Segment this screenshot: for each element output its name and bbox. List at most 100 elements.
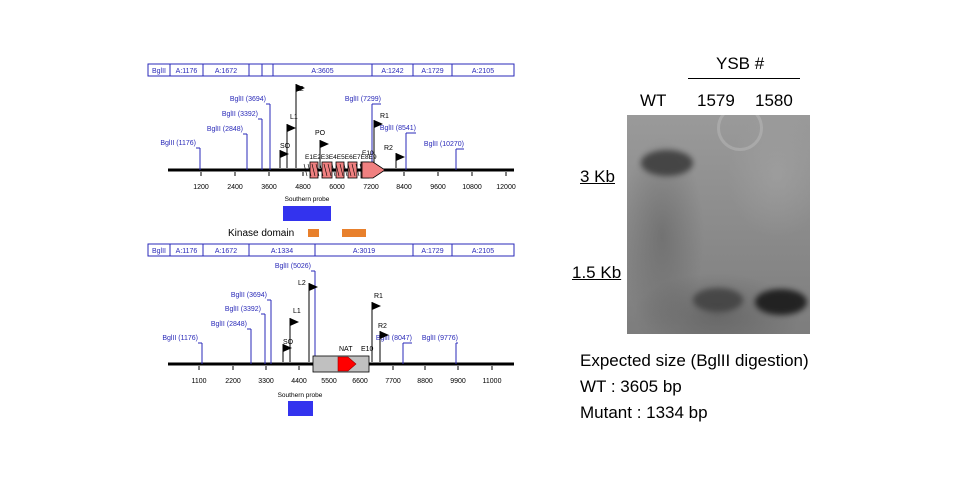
top-intron-hatch: [347, 163, 352, 177]
top-southern-probe-label: Southern probe: [285, 196, 330, 203]
kinase-domain-segment-1: [308, 229, 319, 237]
bottom-nat-arrow: [337, 356, 357, 372]
bottom-site-3392-label: BglII (3392): [225, 306, 261, 313]
bottom-tick-label: 2200: [225, 378, 241, 385]
top-exon-block: [309, 161, 319, 179]
top-exon-labels: E1E2E3E4E5E6E7E8E9: [305, 154, 377, 161]
top-intron-hatch: [327, 163, 332, 177]
top-primer-po-flag: [320, 140, 329, 148]
gel-band-wt: [641, 150, 693, 176]
bottom-site-9776-label: BglII (9776): [422, 335, 458, 342]
ysb-header-line: [688, 78, 800, 79]
bottom-tick-label: 8800: [417, 378, 433, 385]
bottom-site-8047-label: BglII (8047): [376, 335, 412, 342]
top-fragment-label: A:2105: [472, 68, 494, 75]
top-tick-label: 9600: [430, 184, 446, 191]
top-tick-label: 12000: [496, 184, 516, 191]
top-exon-block: [321, 161, 333, 179]
top-intron-hatch: [323, 163, 328, 177]
bottom-tick-label: 6600: [352, 378, 368, 385]
bottom-e10-label: E10: [361, 346, 374, 353]
bottom-southern-probe-label: Southern probe: [278, 392, 323, 399]
kinase-domain-label: Kinase domain: [228, 228, 294, 239]
top-primer-r1-label: R1: [380, 113, 389, 120]
bottom-tick-label: 7700: [385, 378, 401, 385]
top-e10-label: E10: [362, 150, 374, 157]
top-tick-label: 10800: [462, 184, 482, 191]
top-intron-hatch: [303, 163, 308, 177]
top-primer-po-label: PO: [315, 130, 326, 137]
gel-band-1580: [755, 289, 807, 315]
top-tick-label: 6000: [329, 184, 345, 191]
bottom-primer-so-flag: [283, 344, 292, 352]
bottom-site-3694-label: BglII (3694): [231, 292, 267, 299]
top-primer-l1-flag: [287, 124, 296, 132]
top-southern-probe: [283, 206, 331, 221]
bottom-site-5026-label: BglII (5026): [275, 263, 311, 270]
top-fragment-label: A:1729: [421, 68, 443, 75]
marker-1-5kb: 1.5 Kb: [572, 263, 622, 282]
top-primer-r1-flag: [374, 120, 383, 128]
expected-size-wt: WT : 3605 bp: [580, 377, 682, 396]
top-intron-hatch: [351, 163, 356, 177]
southern-blot-gel: [627, 115, 810, 334]
bottom-fragment-label: A:1176: [176, 248, 198, 255]
marker-3kb: 3 Kb: [580, 167, 615, 186]
top-primer-r2-flag: [396, 153, 405, 161]
top-intron-hatch: [315, 163, 320, 177]
top-tick-label: 1200: [193, 184, 209, 191]
kinase-domain-segment-2: [342, 229, 366, 237]
bottom-primer-so-label: SO: [283, 339, 294, 346]
bottom-fragment-label: A:1672: [215, 248, 237, 255]
top-fragment-label: A:1672: [215, 68, 237, 75]
top-site-1176-label: BglII (1176): [160, 140, 196, 147]
bottom-primer-r1-flag: [372, 302, 381, 310]
lane-label-wt: WT: [640, 91, 667, 110]
bottom-tick-label: 11000: [483, 378, 502, 385]
top-primer-l2-label: L2: [296, 86, 304, 93]
top-fragment-label: A:1176: [176, 68, 198, 75]
top-tick-label: 4800: [295, 184, 311, 191]
bottom-tick-label: 5500: [321, 378, 337, 385]
bottom-fragment-label: BglII: [152, 248, 166, 255]
top-primer-l2-flag: [296, 84, 305, 92]
top-primer-so-label: SO: [280, 143, 291, 150]
top-site-2848-label: BglII (2848): [207, 126, 243, 133]
top-intron-hatch: [307, 163, 312, 177]
bottom-primer-l1-label: L1: [293, 308, 301, 315]
top-intron-hatch: [355, 163, 360, 177]
top-intron-hatch: [335, 163, 340, 177]
bottom-fragment-label: A:1334: [271, 248, 293, 255]
expected-size-mutant: Mutant : 1334 bp: [580, 403, 708, 422]
bottom-tick-label: 4400: [291, 378, 307, 385]
bottom-fragment-label: A:2105: [472, 248, 494, 255]
top-intron-hatch: [311, 163, 316, 177]
bottom-primer-l1-flag: [290, 318, 299, 326]
gel-artifact: [717, 115, 763, 151]
expected-size-title: Expected size (BglII digestion): [580, 351, 809, 370]
bottom-primer-r1-label: R1: [374, 293, 383, 300]
gel-band-1579: [693, 288, 743, 312]
genomic-maps: BglII A:1176 A:1672 A:3605 A:1242 A:1729 A:210…: [147, 63, 516, 416]
bottom-tick-label: 1100: [191, 378, 206, 385]
top-tick-label: 3600: [261, 184, 277, 191]
bottom-site-1176-label: BglII (1176): [162, 335, 198, 342]
bottom-tick-label: 3300: [258, 378, 274, 385]
ysb-header: YSB #: [716, 54, 765, 73]
top-fragment-label: A:1242: [381, 68, 403, 75]
bottom-fragment-label: A:3019: [353, 248, 375, 255]
top-intron-hatch: [343, 163, 348, 177]
top-intron-hatch: [339, 163, 344, 177]
top-tick-label: 8400: [396, 184, 412, 191]
top-fragment-bar: [147, 63, 515, 77]
bottom-fragment-bar: [147, 243, 515, 257]
top-tick-label: 7200: [363, 184, 379, 191]
top-site-3392-label: BglII (3392): [222, 111, 258, 118]
bottom-primer-l2-label: L2: [298, 280, 306, 287]
lane-label-1579: 1579: [697, 91, 735, 110]
top-tick-label: 2400: [227, 184, 243, 191]
top-site-7299-label: BglII (7299): [345, 96, 381, 103]
bottom-tick-label: 9900: [450, 378, 466, 385]
bottom-southern-probe: [288, 401, 313, 416]
top-exon-block: [347, 161, 358, 179]
